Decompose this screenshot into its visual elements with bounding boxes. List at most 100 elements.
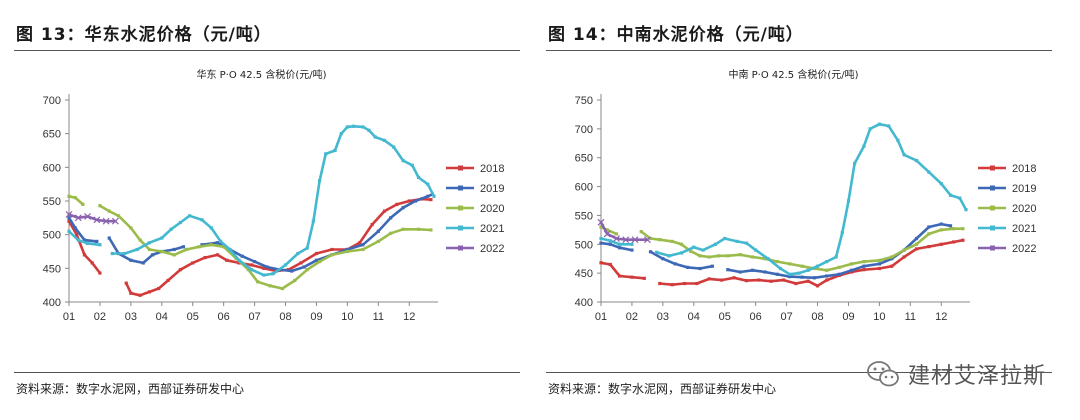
series-2019-point: [240, 254, 244, 258]
series-2021-point: [788, 272, 792, 276]
series-2019-point: [825, 274, 829, 278]
series-2019-point: [426, 194, 430, 198]
series-2019-point: [812, 276, 817, 280]
series-2020-point: [98, 204, 102, 208]
series-2022-point: [622, 236, 630, 244]
series-2021-point: [76, 238, 80, 242]
series-2021-point: [188, 214, 192, 218]
series-2019-point: [648, 250, 653, 254]
series-2019-point: [948, 224, 953, 228]
series-2020-point: [738, 253, 742, 257]
series-2018-point: [124, 281, 128, 285]
series-2021-point: [85, 241, 90, 246]
legend-marker-2021: [990, 225, 995, 231]
series-2021-point: [169, 227, 173, 231]
series-2022-point: [65, 211, 73, 218]
series-2018-point: [825, 278, 829, 282]
series-2021-point: [123, 251, 127, 256]
legend-marker-2018: [990, 165, 995, 171]
series-2021-point: [723, 236, 727, 241]
series-2021-line: [67, 230, 102, 247]
series-2021-point: [834, 255, 838, 259]
series-2021-point: [877, 122, 881, 126]
series-2021-point: [209, 226, 213, 230]
series-2020-point: [698, 254, 702, 258]
y-tick-label: 700: [575, 124, 593, 136]
series-2021-point: [367, 128, 371, 132]
series-2021-point: [228, 247, 232, 252]
series-2019-point: [630, 248, 634, 252]
y-tick-label: 600: [43, 162, 61, 174]
series-2019-point: [862, 264, 866, 268]
legend-marker-2022: [458, 245, 463, 251]
series-2021-point: [815, 264, 820, 268]
series-2020-point: [763, 257, 767, 261]
series-2021-point: [599, 236, 603, 241]
series-2020-point: [877, 258, 881, 263]
x-tick-label: 06: [750, 311, 762, 323]
series-2020-point: [197, 245, 201, 249]
series-2020-point: [849, 262, 854, 266]
series-2020-point: [689, 249, 693, 253]
legend-marker-2019: [990, 185, 995, 191]
series-2019-point: [914, 236, 919, 241]
series-2019-point: [129, 258, 133, 262]
series-2020-point: [138, 238, 142, 242]
x-tick-label: 04: [156, 311, 168, 323]
series-2018-point: [806, 279, 810, 283]
series-2018-point: [147, 290, 152, 294]
y-tick-label: 550: [43, 196, 61, 208]
series-2022-line: [67, 213, 117, 223]
series-2019-point: [763, 270, 767, 274]
series-2020-point: [914, 242, 919, 246]
series-2021-point: [283, 263, 288, 267]
series-2021-point: [778, 266, 783, 271]
series-2019-point: [599, 241, 603, 245]
series-2020-point: [81, 202, 85, 206]
series-2019-point: [890, 257, 894, 261]
x-tick-label: 08: [811, 311, 823, 323]
series-2020-point: [429, 228, 433, 232]
series-2018-point: [877, 266, 881, 271]
series-2019-point: [73, 226, 77, 230]
series-2018-point: [695, 281, 699, 286]
series-2019-point: [673, 262, 677, 266]
series-2018-point: [237, 261, 241, 265]
wechat-icon: [867, 361, 899, 387]
series-2022-line: [599, 221, 649, 241]
series-2020-point: [268, 284, 272, 288]
series-2020-point: [716, 254, 721, 258]
series-2021-point: [744, 241, 748, 245]
series-2019-point: [413, 199, 418, 203]
series-2018-point: [781, 278, 786, 282]
series-2020-point: [256, 280, 260, 284]
series-2018-point: [732, 276, 736, 280]
series-2018-line: [658, 238, 965, 288]
x-tick-label: 05: [719, 311, 731, 323]
series-2018-point: [395, 202, 399, 206]
series-2018-point: [67, 219, 71, 223]
series-2020-point: [679, 242, 684, 246]
series-2018-point: [707, 277, 711, 281]
x-tick-label: 12: [403, 311, 415, 323]
series-2019-point: [608, 242, 612, 246]
chart-title: 中南 P·O 42.5 含税价(元/吨): [728, 68, 858, 81]
series-2022-point: [111, 217, 119, 225]
figure-14-panel: 图 14：中南水泥价格（元/吨） 中南 P·O 42.5 含税价(元/吨) 400…: [546, 0, 1066, 420]
series-2021-point: [735, 239, 739, 243]
series-2018-point: [630, 275, 634, 279]
series-2021-point: [432, 194, 436, 198]
x-tick-label: 06: [218, 311, 230, 323]
legend-marker-2021: [458, 225, 463, 231]
series-2020-point: [330, 253, 334, 257]
series-2022-point: [74, 214, 82, 222]
series-2018-point: [952, 240, 956, 244]
series-2021-point: [896, 138, 900, 142]
series-2018-point: [75, 233, 79, 237]
series-2019-point: [788, 275, 792, 279]
series-2019-line: [599, 241, 634, 252]
series-2019-point: [302, 265, 306, 269]
series-2020-point: [73, 196, 77, 200]
series-2021-point: [249, 268, 254, 272]
series-2020-point: [890, 255, 894, 259]
